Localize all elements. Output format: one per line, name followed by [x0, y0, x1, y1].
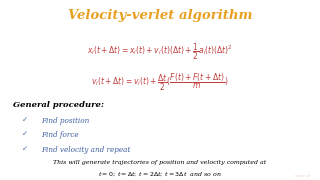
Text: ✓: ✓ [22, 146, 28, 152]
Text: made-pl: made-pl [294, 174, 310, 178]
Text: General procedure:: General procedure: [13, 101, 104, 109]
Text: This will generate trajectories of position and velocity computed at: This will generate trajectories of posit… [53, 160, 267, 165]
Text: ✓: ✓ [22, 131, 28, 137]
Text: Find force: Find force [42, 131, 79, 139]
Text: $t = 0;\; t = \Delta t;\; t = 2\Delta t;\; t = 3\Delta t$  and so on: $t = 0;\; t = \Delta t;\; t = 2\Delta t;… [98, 171, 222, 178]
Text: Find position: Find position [42, 117, 90, 125]
Text: $v_i(t + \Delta t) = v_i(t) + \dfrac{\Delta t}{2}(\dfrac{F(t) + F(t + \Delta t)}: $v_i(t + \Delta t) = v_i(t) + \dfrac{\De… [91, 72, 229, 93]
Text: ✓: ✓ [22, 117, 28, 123]
Text: Find velocity and repeat: Find velocity and repeat [42, 146, 131, 154]
Text: $x_i(t + \Delta t) = x_i(t) + v_i(t)(\Delta t) + \dfrac{1}{2}a_i(t)(\Delta t)^2$: $x_i(t + \Delta t) = x_i(t) + v_i(t)(\De… [87, 41, 233, 62]
Text: Velocity-verlet algorithm: Velocity-verlet algorithm [68, 9, 252, 22]
